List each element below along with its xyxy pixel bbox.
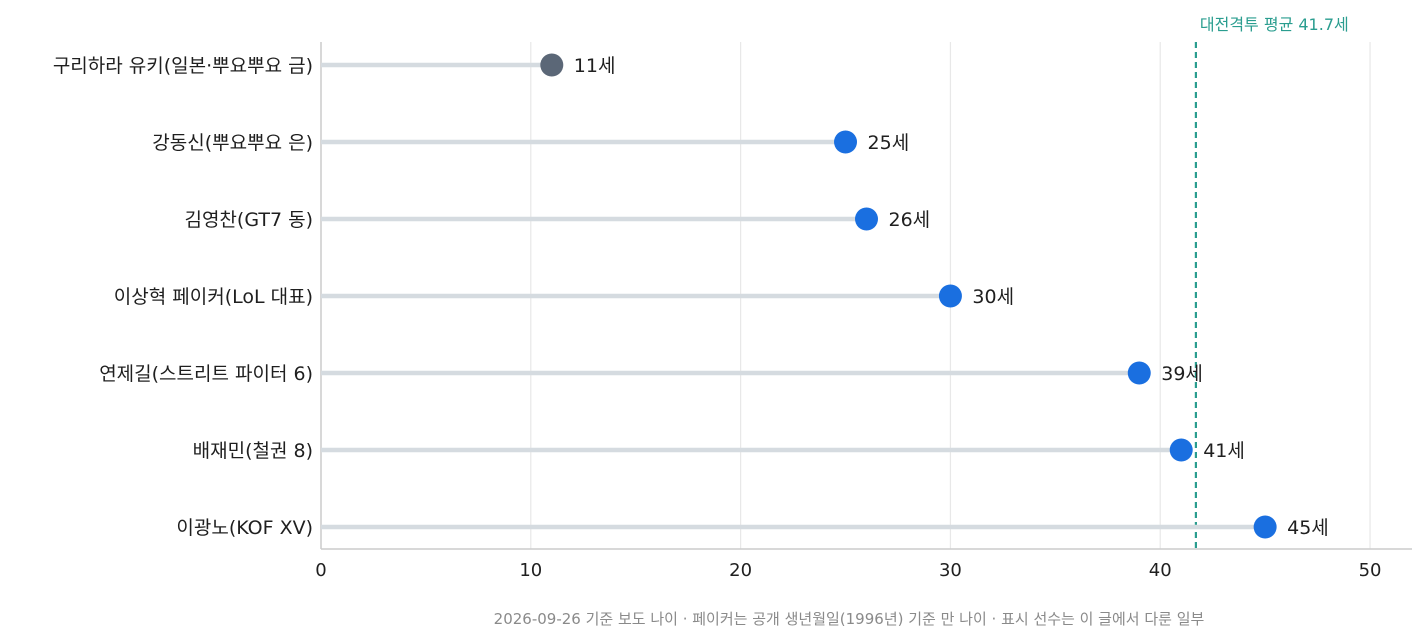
category-label: 구리하라 유키(일본·뿌요뿌요 금) bbox=[53, 55, 313, 77]
x-tick-label: 40 bbox=[1149, 560, 1172, 581]
value-label: 25세 bbox=[868, 132, 910, 154]
x-tick-label: 50 bbox=[1359, 560, 1382, 581]
value-label: 26세 bbox=[889, 209, 931, 231]
x-tick-label: 20 bbox=[729, 560, 752, 581]
x-tick-label: 30 bbox=[939, 560, 962, 581]
lollipop-dot bbox=[855, 207, 878, 231]
value-label: 39세 bbox=[1161, 363, 1203, 385]
category-label: 김영찬(GT7 동) bbox=[184, 209, 313, 231]
x-tick-label: 0 bbox=[315, 560, 326, 581]
footnote: 2026-09-26 기준 보도 나이 · 페이커는 공개 생년월일(1996년… bbox=[494, 610, 1205, 628]
category-label: 연제길(스트리트 파이터 6) bbox=[99, 363, 313, 385]
lollipop-dot bbox=[1127, 361, 1151, 385]
category-label: 이광노(KOF XV) bbox=[176, 517, 313, 539]
reference-layer: 대전격투 평균 41.7세 bbox=[1194, 15, 1349, 549]
lollipop-dot bbox=[938, 284, 962, 308]
category-label: 배재민(철권 8) bbox=[193, 440, 313, 462]
lollipop-dot bbox=[834, 130, 858, 154]
x-tick-label: 10 bbox=[519, 560, 542, 581]
axis-layer: 0 10 20 30 40 50 bbox=[315, 42, 1412, 581]
value-label: 11세 bbox=[574, 55, 616, 77]
lollipop-dot bbox=[540, 53, 564, 77]
lollipop-dot bbox=[1253, 515, 1277, 539]
value-label: 30세 bbox=[972, 286, 1014, 308]
lollipop-dot bbox=[1169, 438, 1193, 462]
reference-label: 대전격투 평균 41.7세 bbox=[1200, 15, 1349, 34]
value-label: 45세 bbox=[1287, 517, 1329, 539]
category-label: 강동신(뿌요뿌요 은) bbox=[152, 132, 313, 154]
category-label: 이상혁 페이커(LoL 대표) bbox=[114, 286, 313, 308]
value-label: 41세 bbox=[1203, 440, 1245, 462]
